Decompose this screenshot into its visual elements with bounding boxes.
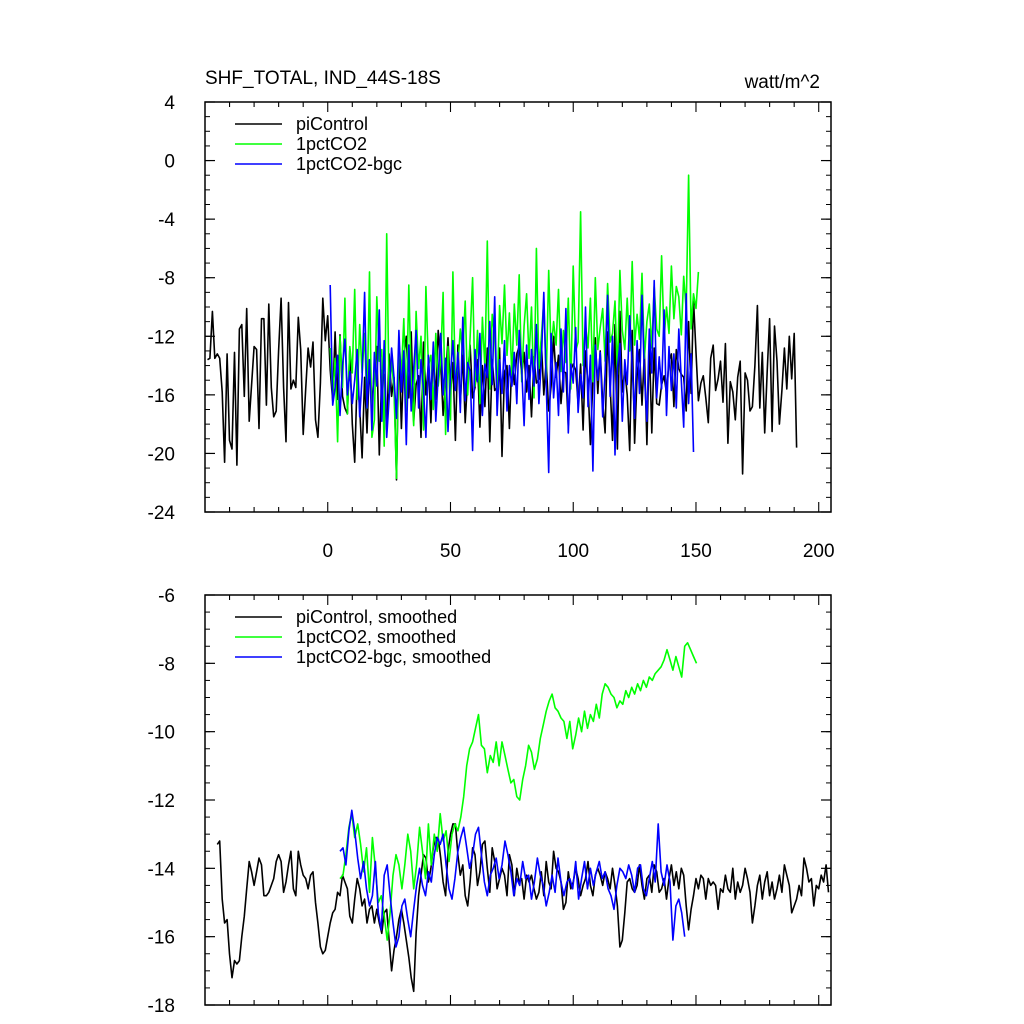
bottom-axis-ticks: -6 -8 -10 -12 -14 -16 -18 — [148, 586, 831, 1017]
y-tick-label: -20 — [148, 444, 175, 465]
y-tick-label: -6 — [158, 586, 175, 607]
bottom-panel: -6-8-10-12-14-16-18 piControl, smoothed1… — [148, 586, 832, 1017]
y-tick-label: -10 — [148, 723, 175, 744]
series-line-2 — [329, 279, 695, 474]
x-tick-label: 50 — [440, 541, 461, 562]
x-tick-label: 200 — [803, 541, 835, 562]
legend-label: piControl, smoothed — [296, 607, 457, 627]
y-tick-label: -8 — [158, 654, 175, 675]
units-label: watt/m^2 — [744, 72, 820, 93]
top-panel: SHF_TOTAL, IND_44S-18S watt/m^2 4 0 -4 -8 -1… — [148, 68, 835, 562]
y-tick-label: -24 — [148, 503, 176, 524]
y-tick-label: -4 — [158, 210, 175, 231]
y-tick-label: -14 — [148, 859, 176, 880]
y-tick-label: -16 — [148, 386, 175, 407]
y-tick-label: 4 — [164, 93, 175, 114]
legend-label: 1pctCO2, smoothed — [296, 627, 456, 647]
legend-label: piControl — [296, 114, 368, 134]
top-series-lines — [207, 174, 798, 481]
y-tick-label: -12 — [148, 791, 175, 812]
legend-label: 1pctCO2-bgc — [296, 154, 402, 174]
y-tick-label: -12 — [148, 327, 175, 348]
chart-title: SHF_TOTAL, IND_44S-18S — [205, 68, 441, 89]
y-tick-label: 0 — [164, 152, 175, 173]
y-tick-label: -18 — [148, 996, 175, 1017]
series-line-0 — [207, 297, 798, 481]
y-tick-label: -16 — [148, 928, 175, 949]
y-tick-label: -8 — [158, 269, 175, 290]
legend-label: 1pctCO2 — [296, 134, 367, 154]
top-axis-ticks: 4 0 -4 -8 -12 -16 -20 -24 0 50 100 150 200 — [148, 93, 835, 562]
bottom-series-lines — [216, 641, 830, 993]
series-line-1 — [339, 641, 698, 941]
x-tick-label: 150 — [680, 541, 712, 562]
x-tick-label: 0 — [322, 541, 333, 562]
series-line-0 — [216, 823, 830, 993]
series-line-2 — [339, 809, 686, 948]
x-tick-label: 100 — [557, 541, 589, 562]
legend-label: 1pctCO2-bgc, smoothed — [296, 647, 491, 667]
